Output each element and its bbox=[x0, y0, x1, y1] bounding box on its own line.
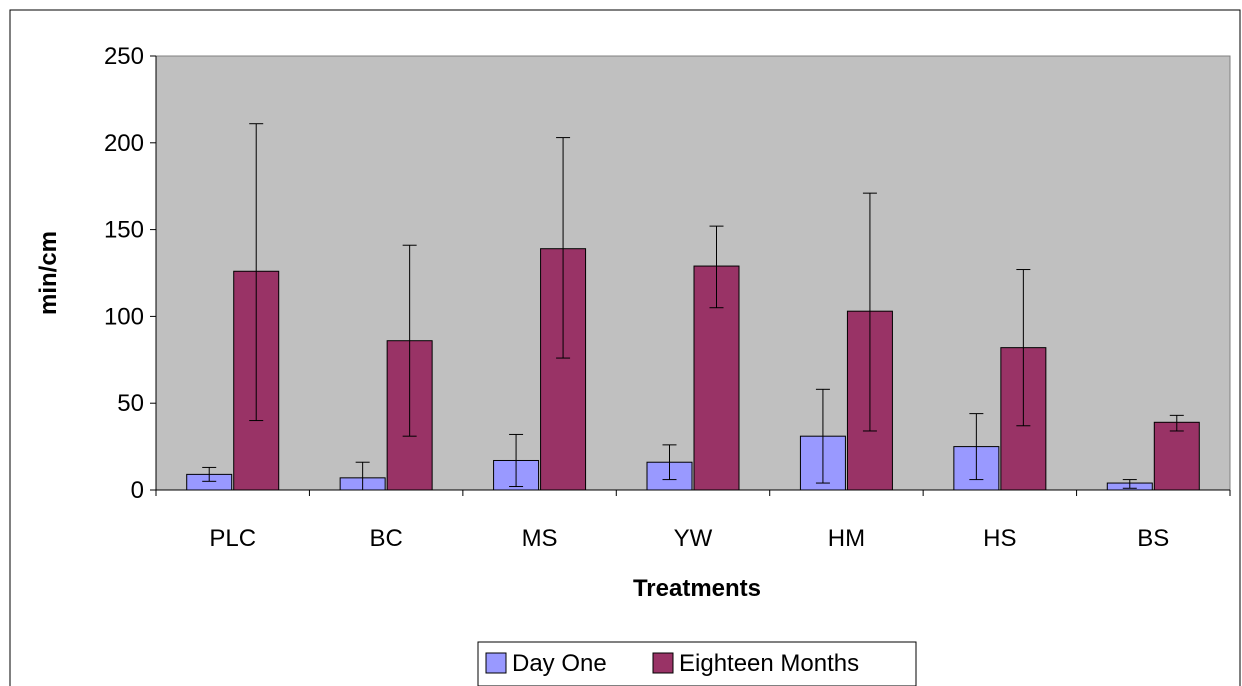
error-bar bbox=[1016, 269, 1031, 427]
x-tick-label: HS bbox=[983, 525, 1016, 552]
x-axis: PLC BC MS YW HM HS BS bbox=[155, 490, 1231, 552]
x-tick-label: MS bbox=[522, 525, 558, 552]
error-bar bbox=[1169, 414, 1184, 432]
y-tick-label: 50 bbox=[117, 390, 144, 417]
x-tick-label: YW bbox=[674, 525, 713, 552]
error-bar bbox=[709, 225, 724, 309]
y-axis-title: min/cm bbox=[35, 231, 62, 315]
y-tick-label: 150 bbox=[104, 217, 144, 244]
error-bar bbox=[509, 433, 524, 488]
legend-label-eighteen-months: Eighteen Months bbox=[679, 650, 859, 677]
x-tick-label: BS bbox=[1137, 525, 1169, 552]
error-bars-group bbox=[202, 123, 1184, 491]
error-bar bbox=[969, 413, 984, 481]
bar-eighteen-months-bs bbox=[1153, 421, 1200, 491]
error-bar bbox=[202, 466, 217, 482]
y-tick-label: 250 bbox=[104, 43, 144, 70]
error-bar bbox=[815, 388, 830, 484]
legend-swatch-day-one bbox=[485, 652, 507, 674]
legend-box bbox=[477, 641, 917, 686]
legend-label-day-one: Day One bbox=[512, 650, 607, 677]
y-tick-label: 100 bbox=[104, 303, 144, 330]
x-axis-title: Treatments bbox=[633, 575, 761, 602]
legend: Day One Eighteen Months bbox=[477, 641, 917, 686]
error-bar bbox=[402, 244, 417, 437]
x-tick-label: BC bbox=[369, 525, 402, 552]
error-bar bbox=[556, 137, 571, 359]
legend-swatch-eighteen-months bbox=[652, 652, 674, 674]
y-axis: 0 50 100 150 200 250 bbox=[104, 43, 156, 504]
error-bar bbox=[662, 444, 677, 481]
plot-area bbox=[155, 55, 1231, 491]
y-tick-label: 0 bbox=[131, 477, 144, 504]
error-bar bbox=[249, 123, 264, 422]
x-tick-label: PLC bbox=[209, 525, 256, 552]
error-bar bbox=[1122, 479, 1137, 489]
error-bar bbox=[862, 192, 877, 432]
y-tick-label: 200 bbox=[104, 130, 144, 157]
x-tick-label: HM bbox=[828, 525, 865, 552]
